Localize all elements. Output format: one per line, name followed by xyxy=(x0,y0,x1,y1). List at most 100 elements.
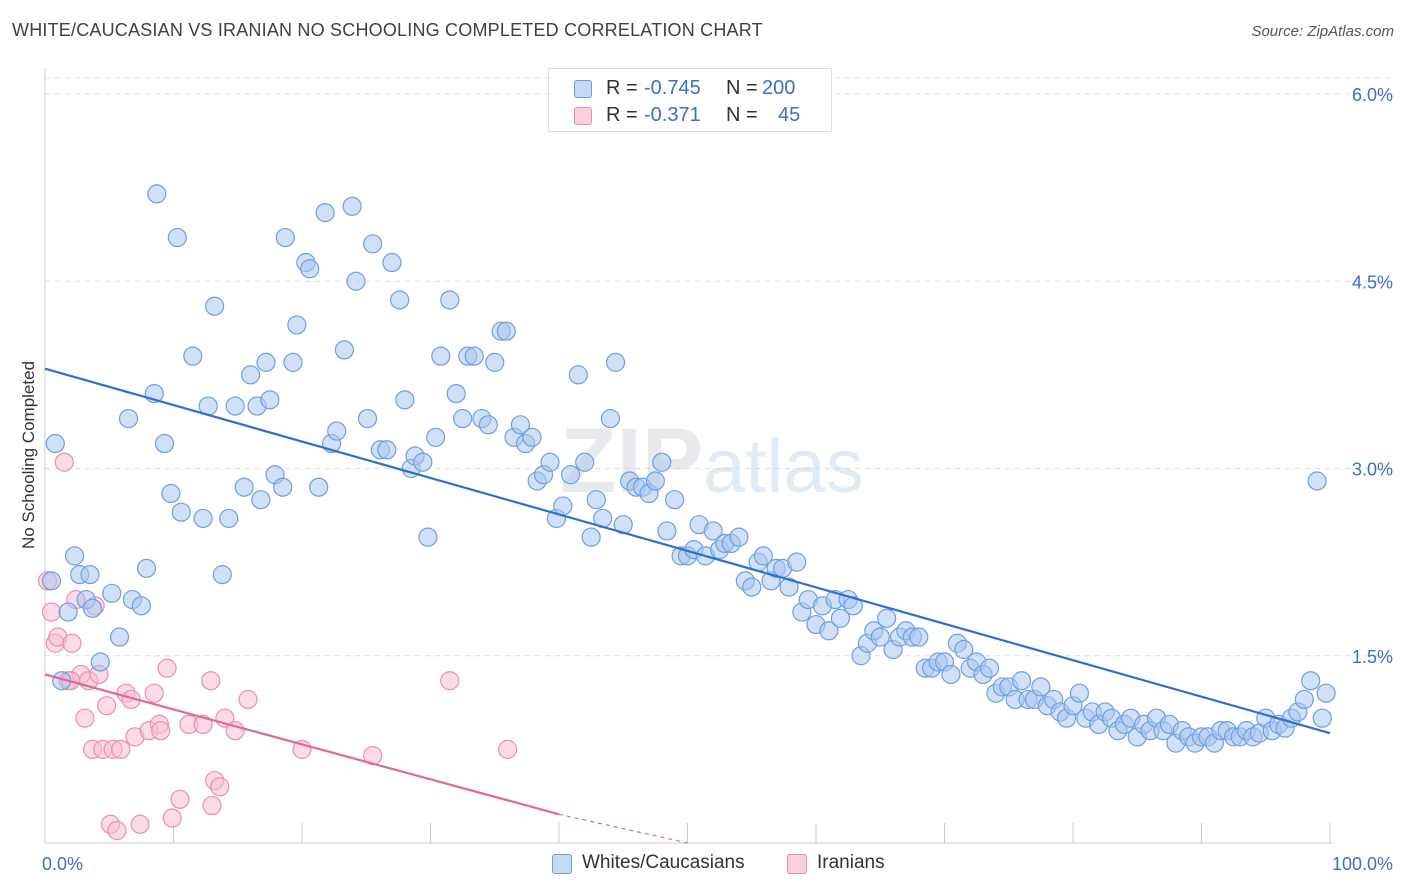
whites-point xyxy=(870,627,890,647)
whites-point xyxy=(522,427,542,447)
whites-point xyxy=(1294,689,1314,710)
whites-point xyxy=(605,352,626,372)
whites-point xyxy=(1069,683,1090,703)
iranians-point xyxy=(440,671,460,691)
whites-point xyxy=(395,390,415,410)
whites-point xyxy=(941,664,961,685)
whites-point xyxy=(877,608,897,628)
correlation-legend: R = -0.745 N = 200 R = -0.371 N = 45 xyxy=(548,68,832,132)
chart-title: WHITE/CAUCASIAN VS IRANIAN NO SCHOOLING … xyxy=(12,20,763,40)
iranians-trend-line xyxy=(44,673,560,816)
whites-point xyxy=(171,502,191,522)
legend-r-label: R = xyxy=(606,104,638,126)
legend-swatch-whites xyxy=(574,80,592,98)
whites-point xyxy=(1011,671,1032,691)
whites-point xyxy=(275,227,295,248)
whites-point xyxy=(787,552,807,572)
whites-point xyxy=(136,558,157,578)
iranians-point xyxy=(62,633,82,653)
y-tick-label: 1.5% xyxy=(1352,647,1393,667)
whites-point xyxy=(225,396,245,416)
y-tick-label: 3.0% xyxy=(1352,460,1393,480)
legend-n-label: N = xyxy=(726,77,758,99)
whites-point xyxy=(645,471,665,491)
legend-r-value: -0.745 xyxy=(644,77,701,99)
whites-point xyxy=(979,658,1000,678)
whites-point xyxy=(241,365,261,385)
legend-r-label: R = xyxy=(606,77,638,99)
y-tick-label: 6.0% xyxy=(1352,85,1393,105)
whites-point xyxy=(703,521,723,541)
iranians-point xyxy=(202,795,222,816)
whites-point xyxy=(64,546,85,566)
whites-point xyxy=(1301,671,1321,691)
iranians-points xyxy=(37,452,518,841)
whites-point xyxy=(586,490,606,510)
whites-point xyxy=(58,602,78,622)
whites-point xyxy=(830,608,851,628)
whites-point xyxy=(342,196,362,216)
whites-point xyxy=(363,234,383,254)
whites-point xyxy=(183,346,203,366)
whites-point xyxy=(496,321,516,341)
whites-point xyxy=(540,452,560,472)
whites-point xyxy=(256,352,276,372)
iranians-point xyxy=(238,689,258,710)
legend-row-whites: R = -0.745 N = 200 xyxy=(549,75,831,101)
iranians-point xyxy=(225,721,245,741)
whites-point xyxy=(1031,677,1051,697)
whites-point xyxy=(334,340,355,360)
whites-point xyxy=(600,408,621,429)
legend-row-iranians: R = -0.371 N = 45 xyxy=(549,102,831,128)
whites-point xyxy=(819,621,839,641)
whites-point xyxy=(575,452,595,472)
whites-point xyxy=(251,490,271,510)
bottom-legend-label-whites: Whites/Caucasians xyxy=(582,852,745,873)
whites-point xyxy=(377,440,397,460)
iranians-point xyxy=(75,708,95,728)
whites-point xyxy=(80,565,100,585)
whites-point xyxy=(464,346,484,366)
whites-point xyxy=(446,384,466,404)
whites-point xyxy=(553,496,573,516)
iranians-point xyxy=(107,820,127,841)
whites-point xyxy=(161,483,181,504)
legend-n-label: N = xyxy=(726,104,758,126)
whites-point xyxy=(390,290,410,310)
whites-point xyxy=(1307,471,1327,491)
whites-point xyxy=(287,315,307,335)
whites-point xyxy=(418,527,438,547)
iranians-point xyxy=(111,739,131,759)
whites-point xyxy=(485,352,505,372)
whites-point xyxy=(193,508,213,529)
whites-point xyxy=(357,408,378,429)
iranians-trend-extension xyxy=(558,813,688,844)
whites-point xyxy=(346,271,366,291)
whites-point xyxy=(779,577,799,597)
whites-point xyxy=(205,296,225,316)
whites-point xyxy=(652,452,672,472)
iranians-point xyxy=(97,696,117,716)
iranians-point xyxy=(201,671,221,691)
whites-point xyxy=(440,290,460,310)
whites-point xyxy=(300,259,320,279)
whites-point xyxy=(382,252,402,273)
iranians-point xyxy=(54,452,74,472)
iranians-point xyxy=(170,789,190,809)
whites-point xyxy=(109,627,130,647)
iranians-point xyxy=(210,777,230,797)
whites-point xyxy=(118,408,139,429)
whites-point xyxy=(260,390,280,410)
whites-point xyxy=(426,427,446,447)
whites-point xyxy=(315,202,335,223)
whites-point xyxy=(45,433,65,454)
whites-point xyxy=(283,352,303,372)
iranians-point xyxy=(157,658,177,678)
y-axis-label: No Schooling Completed xyxy=(19,360,38,550)
whites-point xyxy=(102,583,122,603)
iranians-point xyxy=(162,808,182,828)
bottom-legend-label-iranians: Iranians xyxy=(817,852,885,873)
whites-point xyxy=(154,433,175,454)
whites-point xyxy=(413,452,433,472)
